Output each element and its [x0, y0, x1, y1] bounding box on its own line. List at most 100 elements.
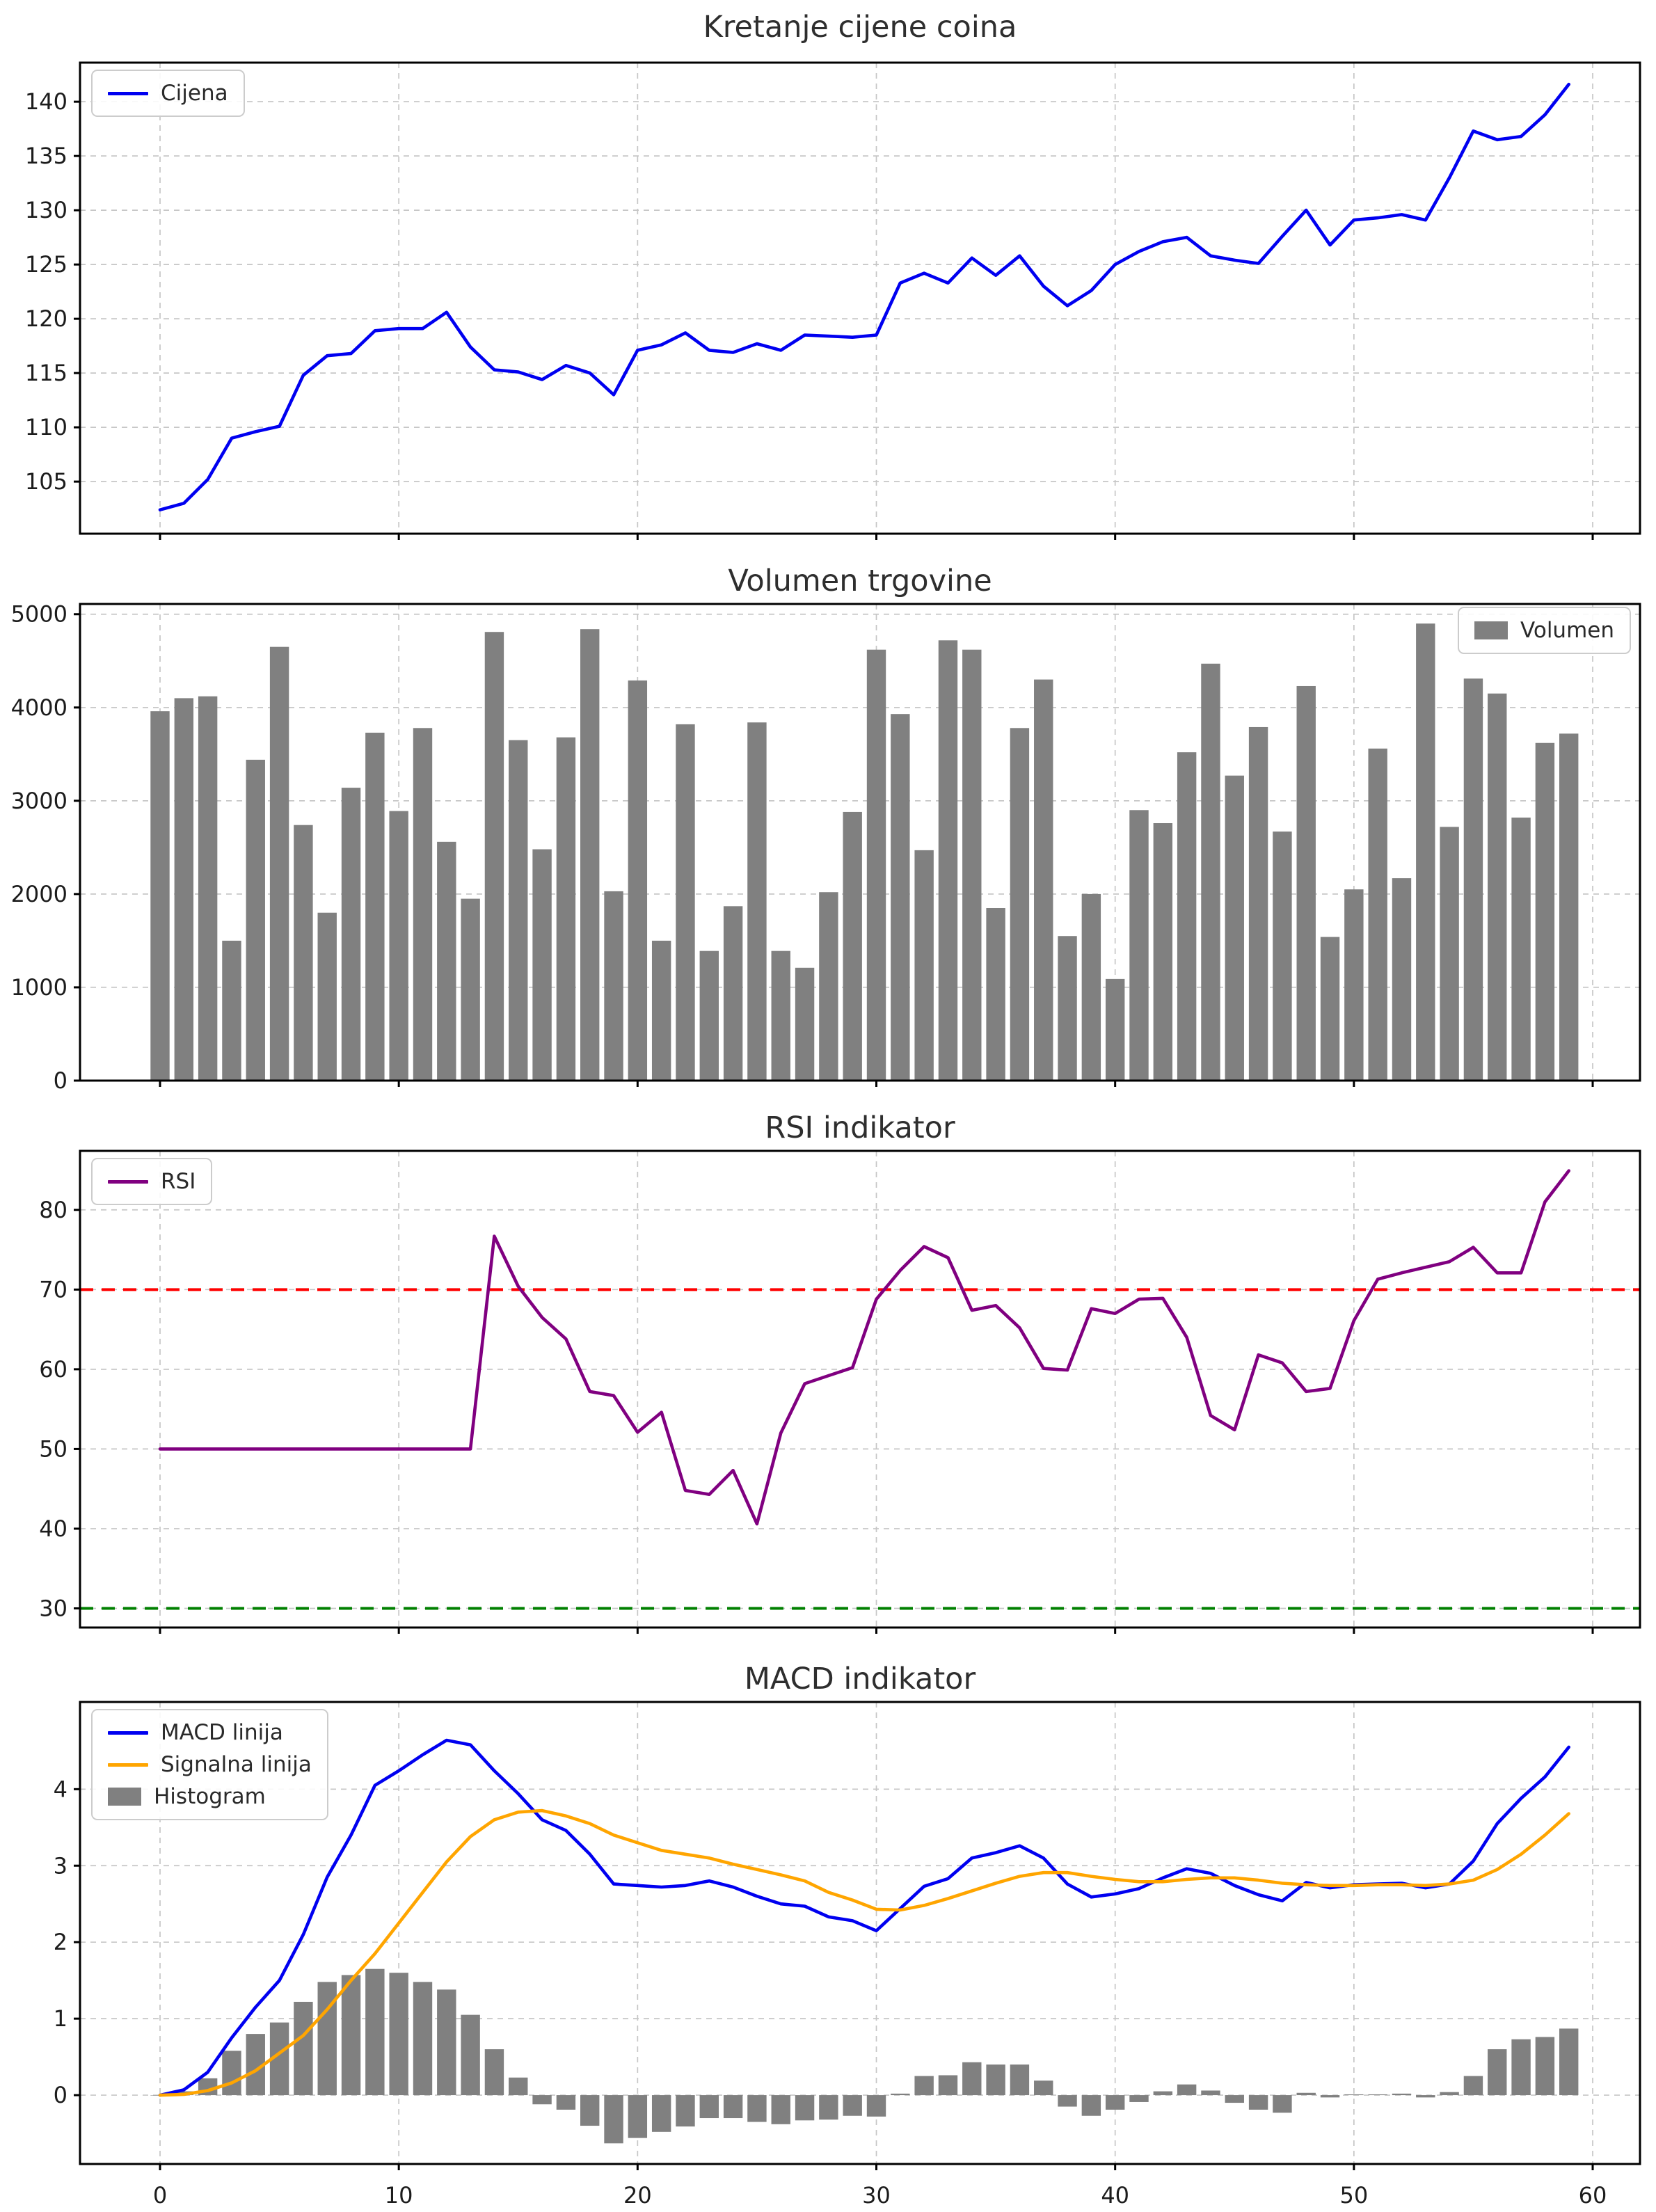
bar: [1034, 679, 1053, 1081]
bar: [1296, 685, 1316, 1081]
y-tick-labels: 0 1000 2000 3000 4000 5000: [11, 601, 67, 1094]
price-chart-title: Kretanje cijene coina: [703, 10, 1017, 45]
bar: [1081, 2095, 1101, 2116]
signalna-linija-line: [158, 1808, 1570, 2097]
axes: 0 1000 2000 3000 4000 5000: [11, 601, 1641, 1094]
bar: [580, 629, 600, 1081]
bar: [1273, 2095, 1292, 2113]
bar: [246, 759, 265, 1081]
legend-line-swatch: [108, 1763, 148, 1767]
volume-bars: [150, 623, 1579, 1081]
bar: [819, 892, 838, 1081]
bar: [461, 898, 480, 1081]
legend-label: Cijena: [161, 81, 228, 106]
y-tick-label: 2: [54, 1929, 67, 1955]
y-tick-label: 115: [25, 360, 67, 386]
bar: [341, 1975, 361, 2096]
histogram-bars: [150, 1968, 1579, 2144]
bar: [1392, 2093, 1412, 2096]
rsi-chart-title: RSI indikator: [765, 1111, 955, 1145]
legend-label: Histogram: [154, 1784, 266, 1809]
bar: [1248, 726, 1268, 1081]
y-tick-label: 0: [54, 2082, 67, 2108]
y-tick-labels: 30 40 50 60 70 80: [39, 1197, 67, 1622]
bar: [484, 632, 504, 1081]
bar: [747, 2095, 767, 2122]
y-tick-label: 5000: [11, 601, 67, 628]
bar: [150, 711, 170, 1081]
y-tick-label: 140: [25, 88, 67, 115]
grid: [80, 63, 1640, 534]
x-tick-label: 30: [862, 2182, 891, 2209]
bar: [891, 2093, 910, 2096]
y-tick-labels: 105 110 115 120 125 130 135 140: [25, 88, 67, 495]
bar: [556, 2095, 576, 2110]
macd-linija-line: [158, 1738, 1570, 2097]
bar: [389, 811, 408, 1081]
cijena-line: [158, 82, 1570, 511]
x-tick-labels: 0 10 20 30 40 50 60: [153, 2182, 1607, 2209]
bar: [1058, 936, 1077, 1081]
bar: [556, 737, 576, 1081]
bar: [1368, 2094, 1387, 2096]
legend-item: Signalna linija: [108, 1752, 312, 1777]
bar: [1129, 2095, 1149, 2102]
bar: [365, 1968, 385, 2096]
bar: [1248, 2095, 1268, 2110]
bar: [1463, 678, 1483, 1081]
bar: [1010, 728, 1030, 1081]
bar: [628, 2095, 648, 2138]
bar: [532, 2095, 552, 2105]
bar: [723, 906, 743, 1081]
bar: [1225, 775, 1244, 1081]
bar: [1440, 827, 1459, 1081]
bar: [509, 740, 528, 1081]
y-tick-label: 1000: [11, 974, 67, 1001]
y-tick-labels: 0 1 2 3 4: [54, 1776, 67, 2108]
bar: [222, 940, 241, 1081]
x-tick-label: 50: [1339, 2182, 1368, 2209]
bar: [771, 2095, 790, 2124]
bar: [1320, 2095, 1340, 2098]
legend-label: RSI: [161, 1169, 196, 1194]
bar: [747, 722, 767, 1081]
bar: [222, 2051, 241, 2096]
bar: [1392, 878, 1412, 1081]
bar: [294, 825, 313, 1081]
y-tick-label: 3: [54, 1852, 67, 1879]
bar: [484, 2049, 504, 2096]
grid: [80, 1151, 1640, 1628]
bar: [365, 732, 385, 1081]
bar: [604, 891, 623, 1081]
bar: [699, 950, 719, 1081]
y-tick-label: 0: [54, 1067, 67, 1094]
bar: [294, 2001, 313, 2096]
rsi-legend: RSI: [91, 1158, 213, 1205]
panel-0: 105 110 115 120 125 130 135 140: [25, 61, 1641, 540]
axes: 105 110 115 120 125 130 135 140: [25, 61, 1641, 540]
y-tick-label: 40: [39, 1515, 67, 1542]
bar: [269, 646, 289, 1081]
bar: [1177, 2084, 1197, 2096]
bar: [914, 2076, 934, 2096]
y-tick-label: 2000: [11, 881, 67, 907]
bar: [1201, 2090, 1220, 2096]
legend-label: Signalna linija: [161, 1752, 312, 1777]
bar: [843, 2095, 862, 2116]
bar: [723, 2095, 743, 2119]
rsi-line: [158, 1169, 1570, 1526]
bar: [1105, 978, 1125, 1081]
bar: [437, 841, 456, 1081]
bar: [1296, 2092, 1316, 2096]
bar: [891, 714, 910, 1081]
bar: [914, 850, 934, 1081]
bar: [1535, 2037, 1555, 2096]
volume-chart-title: Volumen trgovine: [728, 564, 992, 598]
bar: [676, 2095, 695, 2127]
y-tick-label: 130: [25, 197, 67, 223]
bar: [1463, 2076, 1483, 2096]
legend-item: Histogram: [108, 1784, 312, 1809]
